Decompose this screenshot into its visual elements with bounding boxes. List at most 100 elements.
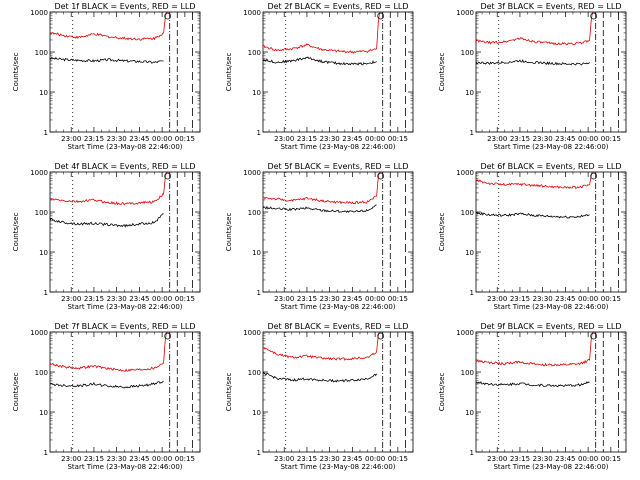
x-tick-label: 23:30	[320, 295, 340, 303]
lld-series-line	[49, 171, 168, 206]
plot-title: Det 7f BLACK = Events, RED = LLD	[54, 322, 195, 331]
x-tick-label: 23:30	[533, 295, 553, 303]
y-tick-label: 10	[252, 249, 261, 257]
x-tick-label: 23:15	[84, 455, 104, 463]
x-axis-label: Start Time (23-May-08 22:46:00)	[493, 303, 608, 311]
panel-det-5: Det 5f BLACK = Events, RED = LLD 1 10 100 10…	[225, 162, 414, 311]
y-tick-label: 1000	[243, 329, 261, 337]
plot-frame	[475, 171, 627, 293]
y-tick-label: 100	[35, 369, 48, 377]
spike-circle-marker	[590, 332, 598, 340]
events-series-line	[49, 56, 164, 64]
plot-frame	[262, 11, 414, 133]
x-tick-label: 00:15	[601, 135, 621, 143]
events-series-line	[49, 213, 164, 228]
x-tick-label: 23:30	[533, 455, 553, 463]
x-axis-label: Start Time (23-May-08 22:46:00)	[280, 463, 395, 471]
y-axis-label: Counts/sec	[12, 373, 20, 412]
plot-frame	[49, 171, 201, 293]
x-tick-label: 00:00	[152, 135, 172, 143]
y-axis-label: Counts/sec	[225, 213, 233, 252]
x-tick-label: 23:45	[555, 455, 575, 463]
lld-series-line	[262, 331, 381, 361]
x-tick-label: 23:30	[107, 135, 127, 143]
x-axis-label: Start Time (23-May-08 22:46:00)	[280, 303, 395, 311]
y-tick-label: 1	[257, 129, 261, 137]
x-tick-label: 23:30	[320, 135, 340, 143]
x-tick-label: 00:00	[365, 295, 385, 303]
plot-frame	[262, 331, 414, 453]
events-series-line	[262, 371, 377, 383]
lld-series-line	[263, 11, 381, 54]
x-tick-label: 00:00	[152, 295, 172, 303]
panel-det-1: Det 1f BLACK = Events, RED = LLD 1 10 100 10…	[12, 2, 201, 151]
y-tick-label: 1	[44, 449, 48, 457]
x-tick-label: 23:00	[487, 295, 507, 303]
x-tick-label: 23:15	[297, 295, 317, 303]
x-tick-label: 23:15	[84, 295, 104, 303]
x-tick-label: 00:15	[388, 295, 408, 303]
spike-circle-marker	[590, 172, 598, 180]
y-tick-label: 10	[252, 89, 261, 97]
y-tick-label: 1	[257, 289, 261, 297]
x-tick-label: 23:00	[61, 455, 81, 463]
panel-det-9: Det 9f BLACK = Events, RED = LLD 1 10 100 10…	[438, 322, 627, 471]
x-tick-label: 23:30	[107, 295, 127, 303]
panel-det-4: Det 4f BLACK = Events, RED = LLD 1 10 100 10…	[12, 162, 201, 311]
x-tick-label: 00:15	[175, 295, 195, 303]
x-tick-label: 23:00	[274, 295, 294, 303]
plot-title: Det 9f BLACK = Events, RED = LLD	[480, 322, 621, 331]
y-tick-label: 1	[470, 449, 474, 457]
y-tick-label: 100	[35, 49, 48, 57]
x-tick-label: 23:45	[342, 455, 362, 463]
x-tick-label: 23:45	[129, 135, 149, 143]
panel-det-2: Det 2f BLACK = Events, RED = LLD 1 10 100 10…	[225, 2, 414, 151]
panel-det-3: Det 3f BLACK = Events, RED = LLD 1 10 100 10…	[438, 2, 627, 151]
x-axis-label: Start Time (23-May-08 22:46:00)	[67, 463, 182, 471]
x-tick-label: 23:45	[129, 455, 149, 463]
y-axis-label: Counts/sec	[438, 373, 446, 412]
events-series-line	[475, 381, 590, 388]
y-tick-label: 10	[39, 89, 48, 97]
plot-title: Det 4f BLACK = Events, RED = LLD	[54, 162, 195, 171]
x-tick-label: 00:15	[601, 295, 621, 303]
events-series-line	[49, 380, 164, 389]
plot-frame	[262, 171, 414, 293]
x-tick-label: 00:00	[578, 135, 598, 143]
y-tick-label: 1	[470, 129, 474, 137]
y-tick-label: 100	[248, 209, 261, 217]
panel-det-6: Det 6f BLACK = Events, RED = LLD 1 10 100 10…	[438, 162, 627, 311]
events-series-line	[262, 204, 377, 213]
x-tick-label: 23:30	[320, 455, 340, 463]
x-tick-label: 23:00	[61, 135, 81, 143]
x-tick-label: 23:15	[510, 455, 530, 463]
events-series-line	[475, 59, 590, 66]
events-series-line	[475, 211, 590, 219]
y-tick-label: 100	[35, 209, 48, 217]
y-tick-label: 100	[248, 49, 261, 57]
spike-circle-marker	[164, 172, 172, 180]
y-axis-label: Counts/sec	[438, 213, 446, 252]
x-tick-label: 23:45	[342, 135, 362, 143]
y-tick-label: 100	[248, 369, 261, 377]
x-tick-label: 00:15	[388, 455, 408, 463]
plot-title: Det 3f BLACK = Events, RED = LLD	[480, 2, 621, 11]
x-tick-label: 00:00	[578, 295, 598, 303]
x-tick-label: 00:00	[152, 455, 172, 463]
plot-frame	[49, 11, 201, 133]
x-tick-label: 23:45	[555, 135, 575, 143]
x-tick-label: 23:45	[129, 295, 149, 303]
x-tick-label: 23:15	[510, 295, 530, 303]
spike-circle-marker	[377, 12, 385, 20]
panel-det-7: Det 7f BLACK = Events, RED = LLD 1 10 100 10…	[12, 322, 201, 471]
plot-title: Det 2f BLACK = Events, RED = LLD	[267, 2, 408, 11]
y-axis-label: Counts/sec	[12, 53, 20, 92]
lld-series-line	[475, 11, 594, 46]
spike-circle-marker	[164, 332, 172, 340]
y-tick-label: 1000	[456, 329, 474, 337]
x-tick-label: 23:00	[274, 135, 294, 143]
x-tick-label: 00:00	[365, 455, 385, 463]
spike-circle-marker	[164, 12, 172, 20]
spike-circle-marker	[590, 12, 598, 20]
